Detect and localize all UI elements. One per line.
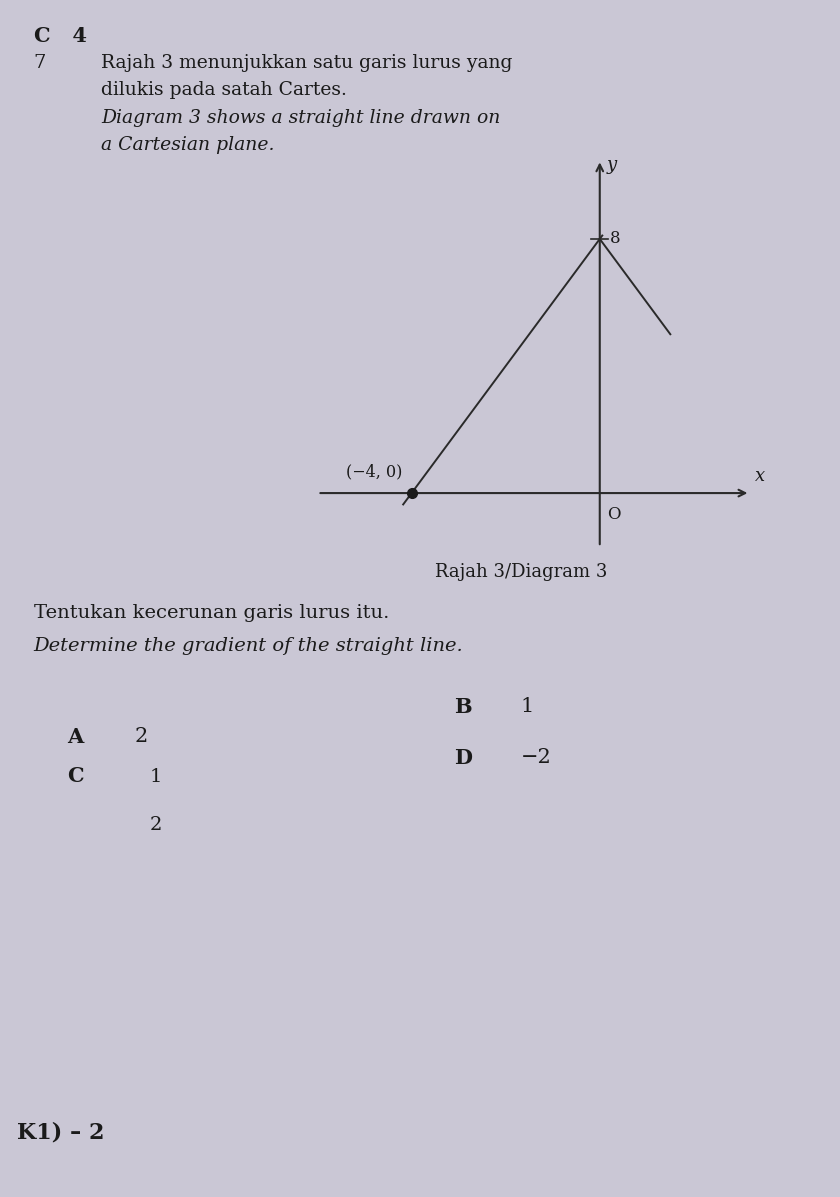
Text: 7: 7 [34,54,46,72]
Text: dilukis pada satah Cartes.: dilukis pada satah Cartes. [101,81,347,99]
Text: B: B [454,697,471,717]
Text: 8: 8 [610,231,621,248]
Text: K1) – 2: K1) – 2 [17,1122,104,1143]
Text: C: C [67,766,84,786]
Text: −2: −2 [521,748,552,767]
Text: C   4: C 4 [34,26,87,47]
Text: A: A [67,727,83,747]
Text: D: D [454,748,471,768]
Text: Diagram 3 shows a straight line drawn on: Diagram 3 shows a straight line drawn on [101,109,500,127]
Text: y: y [606,157,617,175]
Text: 2: 2 [150,816,161,834]
Text: (−4, 0): (−4, 0) [346,463,402,480]
Text: Rajah 3 menunjukkan satu garis lurus yang: Rajah 3 menunjukkan satu garis lurus yan… [101,54,512,72]
Text: 1: 1 [521,697,534,716]
Text: 1: 1 [150,768,161,786]
Text: Tentukan kecerunan garis lurus itu.: Tentukan kecerunan garis lurus itu. [34,604,389,622]
Text: Rajah 3/Diagram 3: Rajah 3/Diagram 3 [434,563,607,581]
Text: a Cartesian plane.: a Cartesian plane. [101,136,275,154]
Text: x: x [755,467,765,485]
Text: 2: 2 [134,727,148,746]
Text: O: O [606,506,620,523]
Text: Determine the gradient of the straight line.: Determine the gradient of the straight l… [34,637,464,655]
